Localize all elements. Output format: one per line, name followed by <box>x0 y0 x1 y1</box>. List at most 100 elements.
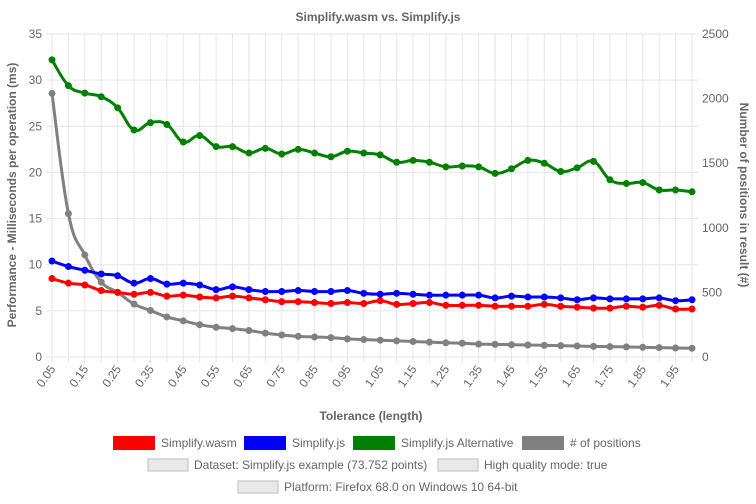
data-point-simplify-wasm <box>557 302 565 310</box>
data-point-simplify-js <box>393 289 401 297</box>
data-point-simplify-wasm <box>64 279 72 287</box>
data-point-simplify-wasm <box>163 292 171 300</box>
data-point-simplify-js <box>212 286 220 294</box>
data-point-simplify-wasm <box>606 304 614 312</box>
data-point-of-positions <box>146 306 154 314</box>
data-point-of-positions <box>491 340 499 348</box>
data-point-of-positions <box>475 340 483 348</box>
data-point-of-positions <box>688 344 696 352</box>
data-point-of-positions <box>48 89 56 97</box>
data-point-simplify-wasm <box>278 298 286 306</box>
data-point-simplify-wasm <box>458 301 466 309</box>
series-line-simplify-wasm <box>51 277 693 311</box>
data-point-simplify-js-alternative <box>507 165 515 173</box>
data-point-simplify-js <box>146 275 154 283</box>
data-point-simplify-js-alternative <box>294 145 302 153</box>
data-point-simplify-wasm <box>672 305 680 313</box>
series-lines <box>50 59 693 350</box>
data-point-simplify-js-alternative <box>278 150 286 158</box>
legend-toggle-label-quality: High quality mode: true <box>484 458 608 472</box>
legend-item-positions[interactable]: # of positions <box>522 436 641 450</box>
x-tick-label: 1.75 <box>592 362 617 389</box>
y-right-tick-label: 0 <box>702 350 709 364</box>
x-tick-label: 1.55 <box>526 362 551 389</box>
data-point-of-positions <box>622 343 630 351</box>
data-point-simplify-js <box>245 286 253 294</box>
data-point-simplify-wasm <box>491 302 499 310</box>
legend-item-simplify-js-alternative[interactable]: Simplify.js Alternative <box>353 436 514 450</box>
chart-title: Simplify.wasm vs. Simplify.js <box>296 10 461 24</box>
legend-label-simplify-wasm: Simplify.wasm <box>161 436 237 450</box>
legend-item-simplify-wasm[interactable]: Simplify.wasm <box>113 436 237 450</box>
data-point-of-positions <box>97 278 105 286</box>
data-point-of-positions <box>278 331 286 339</box>
series-points <box>48 56 696 352</box>
x-tick-label: 0.85 <box>296 362 321 389</box>
data-point-simplify-js-alternative <box>229 143 237 151</box>
data-point-simplify-wasm <box>524 302 532 310</box>
data-point-of-positions <box>507 341 515 349</box>
x-tick-label: 1.35 <box>460 362 485 389</box>
data-point-simplify-js-alternative <box>688 188 696 196</box>
data-point-simplify-js-alternative <box>524 156 532 164</box>
data-point-simplify-wasm <box>343 299 351 307</box>
legend-toggle-label-platform: Platform: Firefox 68.0 on Windows 10 64-… <box>284 480 518 494</box>
data-point-simplify-wasm <box>229 292 237 300</box>
data-point-of-positions <box>376 336 384 344</box>
legend-swatch-simplify-js <box>244 436 286 450</box>
data-point-simplify-wasm <box>327 299 335 307</box>
data-point-simplify-js <box>557 294 565 302</box>
legend-toggle-quality[interactable]: High quality mode: true <box>437 458 608 472</box>
data-point-simplify-wasm <box>425 299 433 307</box>
data-point-of-positions <box>294 332 302 340</box>
data-point-simplify-wasm <box>507 302 515 310</box>
data-point-of-positions <box>64 210 72 218</box>
y-right-tick-label: 2500 <box>702 27 729 41</box>
y-left-tick-label: 0 <box>35 350 42 364</box>
legend-toggle-box-platform <box>237 480 279 494</box>
data-point-simplify-wasm <box>261 296 269 304</box>
data-point-simplify-js-alternative <box>393 158 401 166</box>
data-point-of-positions <box>639 343 647 351</box>
data-point-simplify-js <box>573 296 581 304</box>
grid <box>46 33 698 363</box>
legend-toggle-box-dataset <box>147 458 189 472</box>
data-point-simplify-js <box>688 296 696 304</box>
data-point-simplify-wasm <box>393 300 401 308</box>
data-point-simplify-js-alternative <box>196 132 204 140</box>
legend-item-simplify-js[interactable]: Simplify.js <box>244 436 345 450</box>
data-point-simplify-js-alternative <box>606 176 614 184</box>
data-point-of-positions <box>557 342 565 350</box>
legend-toggle-label-dataset: Dataset: Simplify.js example (73.752 poi… <box>194 458 427 472</box>
data-point-of-positions <box>212 323 220 331</box>
legend-toggle-dataset[interactable]: Dataset: Simplify.js example (73.752 poi… <box>147 458 427 472</box>
data-point-simplify-js <box>491 294 499 302</box>
data-point-of-positions <box>343 335 351 343</box>
data-point-simplify-js <box>409 290 417 298</box>
data-point-simplify-js <box>360 289 368 297</box>
x-tick-label: 1.95 <box>657 362 682 389</box>
legend-toggle-platform[interactable]: Platform: Firefox 68.0 on Windows 10 64-… <box>237 480 518 494</box>
data-point-simplify-js <box>458 291 466 299</box>
data-point-simplify-js-alternative <box>64 82 72 90</box>
data-point-simplify-wasm <box>442 301 450 309</box>
data-point-simplify-js <box>639 295 647 303</box>
data-point-of-positions <box>442 339 450 347</box>
data-point-simplify-js-alternative <box>212 143 220 151</box>
x-tick-label: 0.65 <box>231 362 256 389</box>
data-point-simplify-js-alternative <box>97 93 105 101</box>
data-point-of-positions <box>540 341 548 349</box>
data-point-simplify-js-alternative <box>573 164 581 172</box>
y-left-tick-label: 20 <box>29 165 43 179</box>
data-point-simplify-js <box>64 263 72 271</box>
data-point-simplify-js <box>327 287 335 295</box>
data-point-of-positions <box>229 325 237 333</box>
data-point-simplify-js-alternative <box>327 153 335 161</box>
series-line-simplify-js <box>51 259 693 303</box>
data-point-simplify-js <box>196 281 204 289</box>
y-axis-left-title: Performance - Milliseconds per operation… <box>5 63 19 328</box>
data-point-of-positions <box>458 339 466 347</box>
data-point-of-positions <box>360 336 368 344</box>
data-point-simplify-wasm <box>540 300 548 308</box>
y-right-tick-label: 2000 <box>702 92 729 106</box>
